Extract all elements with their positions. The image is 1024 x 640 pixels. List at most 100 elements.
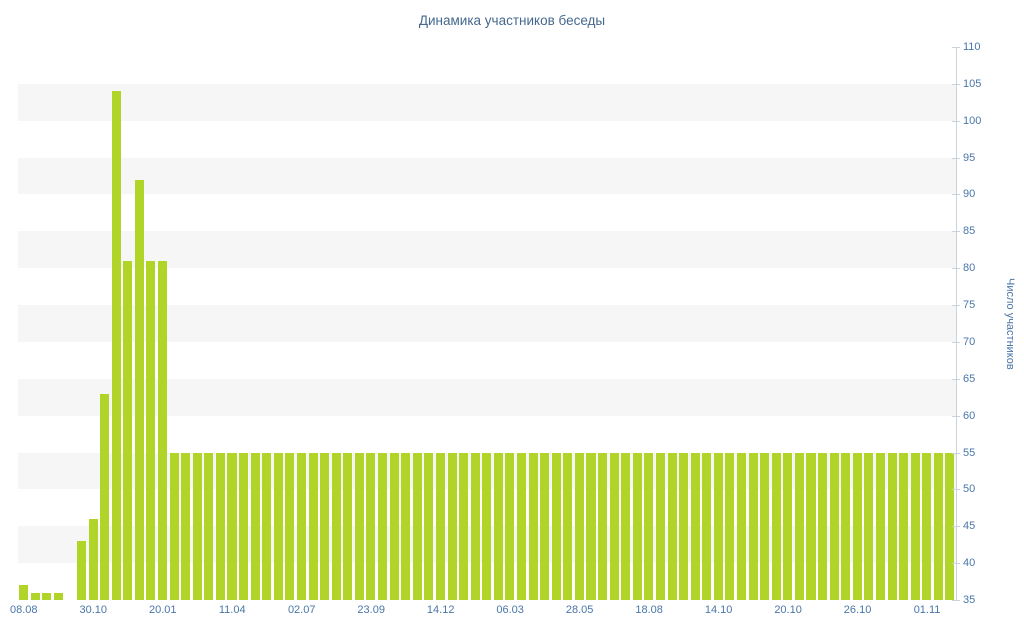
bar [922,452,932,600]
y-tick-label: 110 [963,41,981,53]
x-tick-label: 06.03 [496,604,524,616]
bar [806,452,816,600]
bar [933,452,943,600]
y-tick-label: 85 [963,225,976,238]
y-tick-label: 60 [963,409,976,422]
bar [702,452,712,600]
x-tick-label: 14.12 [426,604,455,616]
bar [343,452,353,600]
plot-area [18,47,957,600]
bar [644,452,654,600]
x-tick-label: 02.07 [287,604,316,616]
bar [945,452,955,600]
bar [667,452,677,600]
x-tick-label: 14.10 [704,604,733,616]
bar [100,393,110,600]
bar [308,452,318,600]
bar [829,452,839,600]
bar [459,452,469,600]
bar [389,452,399,600]
bar [713,452,723,600]
y-tick-mark [952,47,960,48]
bar [401,452,411,600]
y-tick-mark [952,83,960,85]
bar [378,452,388,600]
bar [887,452,897,600]
bar [447,452,457,600]
bar [76,541,86,600]
y-tick-label: 80 [963,262,976,275]
y-tick-mark [952,489,960,491]
bar [783,452,793,600]
y-tick-label: 90 [963,188,976,201]
bar [123,260,133,600]
x-tick-label: 23.09 [357,604,385,616]
bar [331,452,341,600]
bar [146,260,156,600]
x-tick-label: 18.08 [635,604,663,616]
bar [679,452,689,600]
x-tick-label: 01.11 [913,604,941,616]
bar [53,592,63,600]
x-tick-label: 30.10 [79,604,108,616]
bar [864,452,874,600]
bar [239,452,249,600]
bar [725,452,735,600]
bar [632,452,642,600]
bar [540,452,550,600]
y-tick-mark [952,600,960,601]
bar [354,452,364,600]
bar [435,452,445,600]
bar [134,179,144,600]
y-tick-label: 95 [963,151,976,164]
chart-title: Динамика участников беседы [418,13,606,28]
bar [169,452,179,600]
y-axis-title: Число участников [1004,277,1016,370]
bar [215,452,225,600]
bar [563,452,573,600]
y-tick-mark [952,305,960,307]
y-tick-label: 100 [963,114,982,127]
bar [250,452,260,600]
y-tick-mark [952,231,960,233]
bar [875,452,885,600]
y-tick-label: 35 [963,594,976,606]
bar [852,452,862,600]
y-tick-label: 65 [963,372,976,385]
bar [482,452,492,600]
bar [204,452,214,600]
bar [158,260,168,600]
grid-band [18,378,956,416]
bar [493,452,503,600]
bar [273,452,283,600]
y-tick-label: 55 [963,446,976,459]
bar [88,518,98,600]
bar [505,452,515,600]
y-tick-mark [952,526,960,528]
bar [621,452,631,600]
bar [818,452,828,600]
y-tick-mark [952,341,960,343]
x-tick-label: 08.08 [10,604,38,616]
bar [794,452,804,600]
x-tick-label: 20.01 [148,604,177,616]
bar [285,452,295,600]
bar [528,452,538,600]
bar [737,452,747,600]
bar [748,452,758,600]
y-tick-label: 50 [963,483,976,496]
bar [899,452,909,600]
grid-band [18,157,956,195]
bar [42,592,52,600]
y-tick-label: 45 [963,520,976,533]
y-tick-mark [952,157,960,159]
grid-band [18,231,956,269]
bar [598,452,608,600]
bar [30,592,40,600]
x-tick-label: 28.05 [565,604,594,616]
bar [574,452,584,600]
bar [412,452,422,600]
bar [760,452,770,600]
bar [841,452,851,600]
